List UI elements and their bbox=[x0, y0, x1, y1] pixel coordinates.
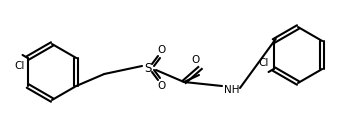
Text: NH: NH bbox=[224, 85, 240, 95]
Text: O: O bbox=[192, 55, 200, 65]
Text: O: O bbox=[158, 81, 166, 91]
Text: Cl: Cl bbox=[15, 61, 25, 71]
Text: O: O bbox=[158, 45, 166, 55]
Text: S: S bbox=[144, 62, 152, 75]
Text: Cl: Cl bbox=[258, 58, 269, 68]
